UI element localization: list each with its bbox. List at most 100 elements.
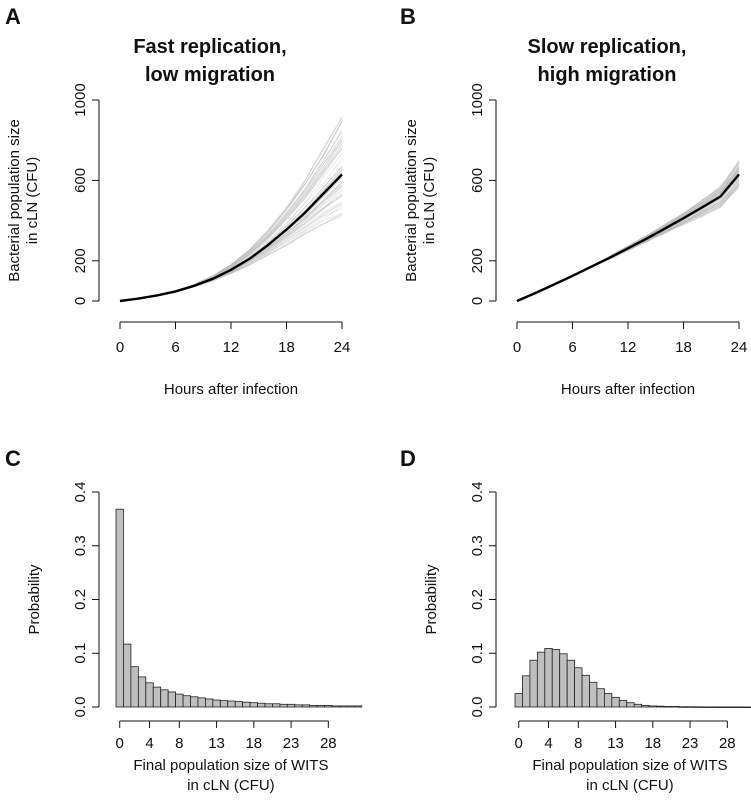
bar-d xyxy=(671,706,680,708)
panel-letter-c: C xyxy=(5,446,21,471)
bar-c xyxy=(227,700,236,708)
y-tick-label-d: 0.0 xyxy=(469,697,486,718)
bar-c xyxy=(272,703,281,708)
bar-d xyxy=(544,648,553,708)
simulation-line-b xyxy=(516,166,740,302)
x-tick-label-c: 28 xyxy=(320,735,337,752)
bar-d xyxy=(708,706,717,708)
simulation-line-b xyxy=(516,171,740,302)
y-tick-label-d: 0.4 xyxy=(469,482,486,503)
simulation-line-b xyxy=(516,169,740,302)
x-tick-label-a: 6 xyxy=(171,339,179,356)
simulation-line-b xyxy=(516,159,740,302)
simulation-line-a xyxy=(119,181,343,302)
panel-b: B Slow replication, high migration 0 6 12 1… xyxy=(400,4,747,398)
simulation-line-b xyxy=(516,171,740,302)
panel-d: D 0 4 8 13 18 23 28 Final population size of WI… xyxy=(400,446,751,794)
x-tick-label-d: 23 xyxy=(682,735,699,752)
bar-c xyxy=(204,698,214,708)
simulation-line-b xyxy=(516,166,740,302)
simulation-line-b xyxy=(516,165,740,302)
simulation-line-a xyxy=(119,189,343,302)
y-tick-label-b: 200 xyxy=(469,248,486,273)
simulation-line-b xyxy=(516,174,740,302)
simulation-line-b xyxy=(516,167,740,302)
bar-d xyxy=(723,706,732,708)
bar-d xyxy=(566,659,576,708)
panel-a: A Fast replication, low migration 0 6 12 18… xyxy=(5,4,350,398)
simulation-line-b xyxy=(516,171,740,302)
histogram-d: 0 4 8 13 18 23 28 Final population size of WITS… xyxy=(423,482,751,794)
y-tick-label-b: 1000 xyxy=(469,83,486,116)
bar-c xyxy=(242,701,251,708)
bar-c xyxy=(130,666,139,708)
simulation-line-a xyxy=(119,179,343,302)
x-tick-label-d: 28 xyxy=(719,735,736,752)
simulation-line-b xyxy=(516,177,740,302)
simulation-line-b xyxy=(516,175,740,302)
bar-c xyxy=(324,704,333,708)
bar-c xyxy=(316,704,325,708)
bar-d xyxy=(522,675,531,708)
bar-c xyxy=(346,705,355,708)
line-plot-b: 0 6 12 18 24 Hours after infection 0 200 600 1000… xyxy=(403,83,747,398)
bar-c xyxy=(152,686,162,708)
simulation-line-b xyxy=(516,163,740,302)
x-tick-label-d: 13 xyxy=(607,735,624,752)
bar-c xyxy=(264,703,273,708)
y-tick-label-a: 0 xyxy=(72,297,89,305)
simulation-line-a xyxy=(119,215,343,302)
x-tick-label-c: 0 xyxy=(116,735,124,752)
bar-d xyxy=(678,706,687,708)
y-axis-label-line2-b: in cLN (CFU) xyxy=(421,157,438,245)
x-tick-label-c: 4 xyxy=(145,735,153,752)
y-axis-label-line1-b: Bacterial population size xyxy=(403,119,420,282)
bar-d xyxy=(693,706,702,708)
panel-letter-a: A xyxy=(5,4,21,29)
simulation-line-a xyxy=(119,143,343,302)
bar-c xyxy=(249,702,258,708)
y-tick-label-a: 1000 xyxy=(72,83,89,116)
simulation-line-b xyxy=(516,170,740,302)
bar-c xyxy=(167,691,176,708)
simulation-line-b xyxy=(516,171,740,302)
bar-c xyxy=(197,697,206,708)
bar-d xyxy=(589,681,598,708)
y-tick-label-a: 200 xyxy=(72,248,89,273)
y-tick-label-c: 0.0 xyxy=(72,697,89,718)
simulation-line-b xyxy=(516,161,740,302)
simulation-line-a xyxy=(119,212,343,302)
simulation-line-b xyxy=(516,168,740,302)
simulation-line-a xyxy=(119,213,343,302)
simulation-line-b xyxy=(516,169,740,302)
bar-d xyxy=(514,693,523,708)
x-tick-label-c: 8 xyxy=(175,735,183,752)
simulation-line-b xyxy=(516,169,740,302)
bar-d xyxy=(745,706,751,709)
simulation-line-b xyxy=(516,171,740,302)
bar-d xyxy=(738,706,747,708)
bar-d xyxy=(551,649,561,708)
simulation-line-b xyxy=(516,177,740,302)
panel-b-title-line1: Slow replication, xyxy=(528,36,687,58)
bar-c xyxy=(309,704,318,708)
x-tick-label-a: 0 xyxy=(116,339,124,356)
bar-c xyxy=(331,705,340,708)
simulation-line-a xyxy=(119,183,343,302)
panel-a-title-line1: Fast replication, xyxy=(133,36,286,58)
simulation-line-b xyxy=(516,163,740,302)
bar-c xyxy=(353,705,363,708)
bar-c xyxy=(219,700,229,708)
bar-d xyxy=(536,651,546,708)
bar-d xyxy=(529,659,538,708)
x-tick-label-d: 0 xyxy=(515,735,523,752)
simulation-line-b xyxy=(516,176,740,302)
simulation-line-a xyxy=(119,175,343,302)
bar-c xyxy=(182,695,191,708)
bar-c xyxy=(145,682,154,708)
x-axis-label-a: Hours after infection xyxy=(164,381,298,398)
y-tick-label-c: 0.2 xyxy=(72,589,89,610)
simulation-line-b xyxy=(516,161,740,302)
histogram-c: 0 4 8 13 18 23 28 Final population size of WITS… xyxy=(26,482,363,794)
bar-c xyxy=(286,703,296,708)
